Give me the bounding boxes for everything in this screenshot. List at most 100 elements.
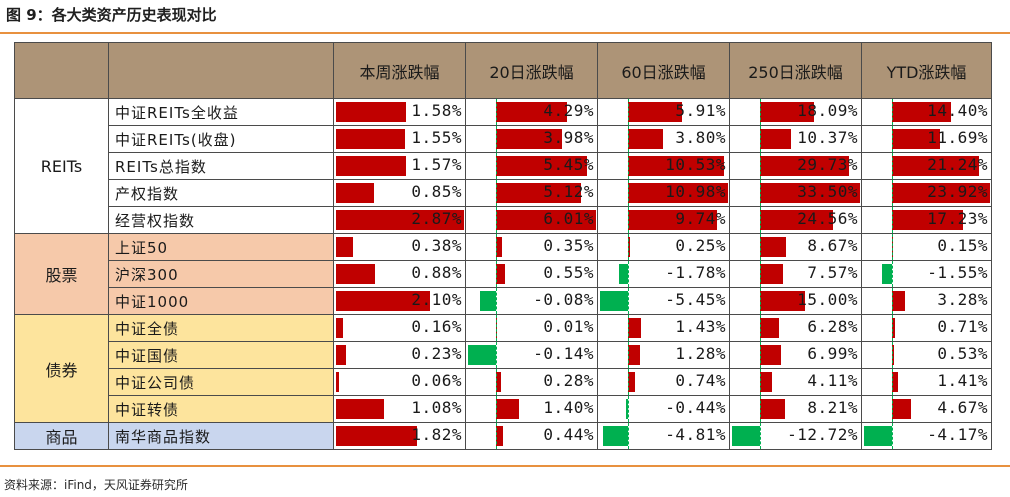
positive-bar <box>628 102 682 122</box>
positive-bar <box>336 210 464 230</box>
zero-axis <box>760 342 761 368</box>
zero-axis <box>496 315 497 341</box>
positive-bar <box>336 345 347 365</box>
value-cell: 6.99% <box>729 341 862 369</box>
value-cell: 0.28% <box>465 368 598 396</box>
value-cell: 23.92% <box>861 179 992 207</box>
value-cell: 10.37% <box>729 125 862 153</box>
positive-bar <box>336 102 407 122</box>
positive-bar <box>496 156 587 176</box>
table-row: 股票 上证50 0.38% 0.35% 0.25% 8.67% 0.15% <box>14 233 992 315</box>
positive-bar <box>336 426 418 446</box>
value-cell: 1.43% <box>597 314 730 342</box>
column-header: 250日涨跌幅 <box>729 42 862 99</box>
value-label: 8.21% <box>807 398 858 417</box>
zero-axis <box>496 99 497 125</box>
value-label: 14.40% <box>927 101 988 120</box>
value-label: 33.50% <box>797 182 858 201</box>
zero-axis <box>628 342 629 368</box>
value-label: 10.37% <box>797 128 858 147</box>
positive-bar <box>628 237 631 257</box>
zero-axis <box>892 234 893 260</box>
value-label: 7.57% <box>807 263 858 282</box>
positive-bar <box>628 318 642 338</box>
positive-bar <box>628 156 724 176</box>
negative-bar <box>618 264 628 284</box>
value-cell: 0.53% <box>861 341 992 369</box>
value-label: 0.85% <box>411 182 462 201</box>
value-cell: 1.41% <box>861 368 992 396</box>
table-row: 中证国债 0.23% -0.14% 1.28% 6.99% 0.53% <box>15 341 992 369</box>
zero-axis <box>496 261 497 287</box>
zero-axis <box>628 261 629 287</box>
zero-axis <box>496 126 497 152</box>
zero-axis <box>892 396 893 422</box>
table-row: 中证公司债 0.06% 0.28% 0.74% 4.11% 1.41% <box>15 368 992 396</box>
value-label: -0.14% <box>533 344 594 363</box>
positive-bar <box>496 399 520 419</box>
positive-bar <box>760 156 849 176</box>
value-cell: 15.00% <box>729 287 862 315</box>
asset-name: 中证转债 <box>108 395 334 423</box>
zero-axis <box>892 180 893 206</box>
positive-bar <box>336 399 385 419</box>
value-cell: 4.67% <box>861 395 992 423</box>
value-cell: 3.28% <box>861 287 992 315</box>
positive-bar <box>892 318 895 338</box>
zero-axis <box>628 153 629 179</box>
positive-bar <box>892 183 990 203</box>
value-cell: 0.44% <box>465 422 598 450</box>
positive-bar <box>496 264 506 284</box>
asset-name: 中证国债 <box>108 341 334 369</box>
zero-axis <box>892 342 893 368</box>
positive-bar <box>496 129 563 149</box>
positive-bar <box>336 156 407 176</box>
asset-name: 产权指数 <box>108 179 334 207</box>
value-cell: 0.88% <box>333 260 466 288</box>
value-label: 6.28% <box>807 317 858 336</box>
value-label: 0.28% <box>543 371 594 390</box>
performance-table: 本周涨跌幅 20日涨跌幅 60日涨跌幅 250日涨跌幅 YTD涨跌幅 REITs 中证REI… <box>14 42 992 450</box>
group-label: 股票 <box>14 233 109 315</box>
positive-bar <box>496 372 501 392</box>
positive-bar <box>760 102 814 122</box>
value-label: 17.23% <box>927 209 988 228</box>
value-cell: -4.81% <box>597 422 730 450</box>
zero-axis <box>760 126 761 152</box>
zero-axis <box>892 315 893 341</box>
value-label: 11.69% <box>927 128 988 147</box>
table-row: 商品 南华商品指数 1.82% 0.44% -4.81% -12.72% -4.17% <box>14 422 992 450</box>
value-label: 2.87% <box>411 209 462 228</box>
value-cell: 3.80% <box>597 125 730 153</box>
asset-name: 中证全债 <box>108 314 334 342</box>
table-row: 债券 中证全债 0.16% 0.01% 1.43% 6.28% 0.71% <box>14 314 992 423</box>
zero-axis <box>496 288 497 314</box>
positive-bar <box>760 399 785 419</box>
value-label: 1.28% <box>675 344 726 363</box>
value-label: -4.81% <box>665 425 726 444</box>
zero-axis <box>496 396 497 422</box>
asset-name: 沪深300 <box>108 260 334 288</box>
value-cell: 1.08% <box>333 395 466 423</box>
zero-axis <box>760 369 761 395</box>
zero-axis <box>496 153 497 179</box>
value-label: 10.53% <box>665 155 726 174</box>
positive-bar <box>628 129 663 149</box>
asset-name: 南华商品指数 <box>108 422 334 450</box>
positive-bar <box>336 183 374 203</box>
table-row: 中证1000 2.10% -0.08% -5.45% 15.00% 3.28% <box>15 287 992 315</box>
value-cell: 0.01% <box>465 314 598 342</box>
zero-axis <box>760 288 761 314</box>
zero-axis <box>760 261 761 287</box>
value-label: 0.38% <box>411 236 462 255</box>
table-row: 中证转债 1.08% 1.40% -0.44% 8.21% 4.67% <box>15 395 992 423</box>
value-cell: 8.67% <box>729 233 862 261</box>
zero-axis <box>760 315 761 341</box>
asset-name: 中证REITs全收益 <box>108 98 334 126</box>
value-cell: 7.57% <box>729 260 862 288</box>
value-label: 6.99% <box>807 344 858 363</box>
value-label: 4.29% <box>543 101 594 120</box>
zero-axis <box>496 234 497 260</box>
negative-bar <box>864 426 892 446</box>
value-label: 21.24% <box>927 155 988 174</box>
